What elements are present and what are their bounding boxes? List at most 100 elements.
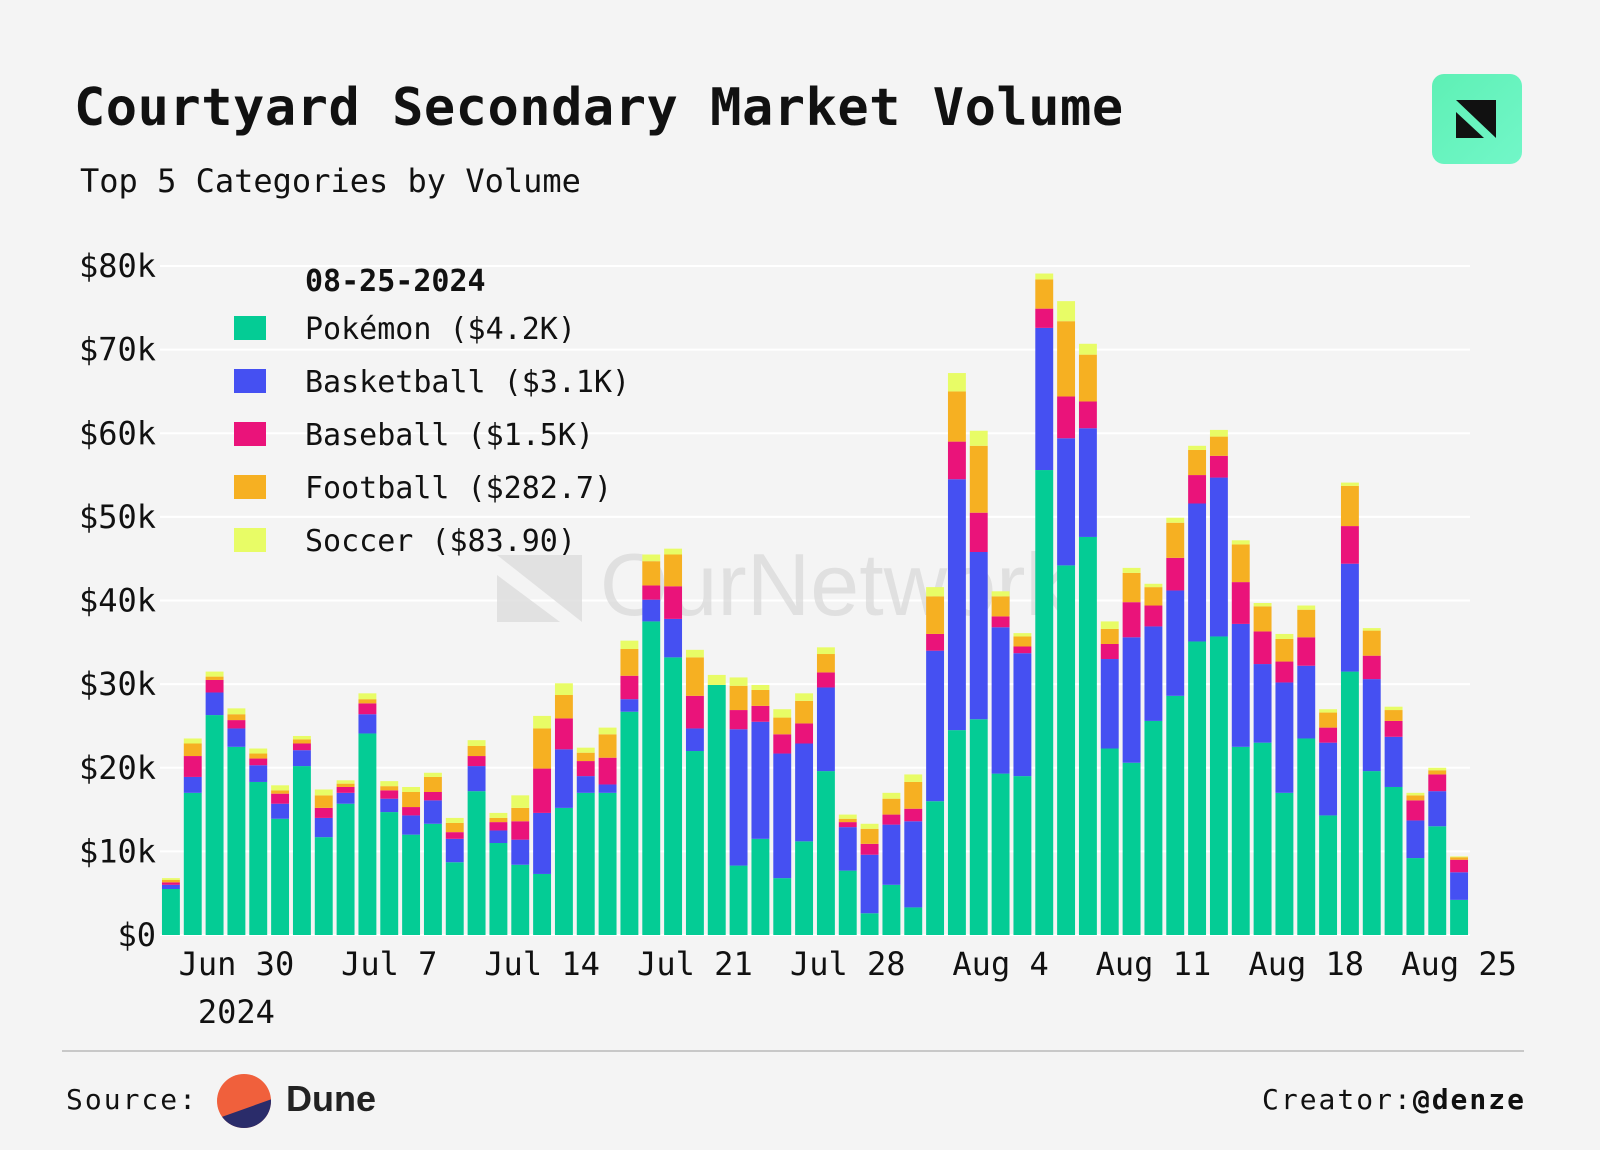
bar-segment-baseball xyxy=(751,705,770,722)
bar-segment-soccer xyxy=(1188,445,1207,450)
bar-segment-soccer xyxy=(1209,429,1228,437)
bar-segment-basketball xyxy=(751,721,770,839)
bar-segment-football xyxy=(1231,544,1250,583)
legend-swatch xyxy=(234,422,266,446)
bar-segment-soccer xyxy=(1450,856,1469,858)
legend-swatch xyxy=(234,316,266,340)
bar-segment-pokmon xyxy=(445,862,464,935)
bar-segment-baseball xyxy=(620,675,639,700)
bar-segment-pokmon xyxy=(816,771,835,935)
y-tick-label: $80k xyxy=(79,247,156,285)
watermark-icon xyxy=(497,555,582,622)
bar-segment-basketball xyxy=(533,812,552,874)
x-tick-label: Jun 30 xyxy=(179,945,295,983)
bar-segment-baseball xyxy=(947,441,966,480)
bar-segment-soccer xyxy=(489,812,508,818)
bar-segment-football xyxy=(1450,857,1469,860)
bar-segment-pokmon xyxy=(729,865,748,935)
bar-segment-soccer xyxy=(1275,633,1294,639)
bar-segment-baseball xyxy=(1057,396,1076,439)
bar-segment-pokmon xyxy=(838,870,857,935)
bar-segment-pokmon xyxy=(271,818,290,935)
bar-segment-football xyxy=(1406,795,1425,801)
bar-segment-pokmon xyxy=(1319,815,1338,935)
bar-segment-football xyxy=(882,798,901,815)
bar-segment-football xyxy=(1078,354,1097,402)
bar-segment-basketball xyxy=(1340,563,1359,672)
bar-segment-baseball xyxy=(1231,582,1250,624)
bar-segment-pokmon xyxy=(336,803,355,935)
bar-segment-basketball xyxy=(1428,791,1447,827)
bar-segment-pokmon xyxy=(183,792,202,935)
bar-segment-basketball xyxy=(314,817,333,838)
bar-segment-soccer xyxy=(227,708,246,715)
bar-segment-baseball xyxy=(598,757,617,785)
x-tick-label: Jul 28 xyxy=(790,945,906,983)
bar-segment-pokmon xyxy=(707,684,726,935)
bar-segment-soccer xyxy=(620,640,639,650)
bar-segment-football xyxy=(904,781,923,809)
bar-segment-basketball xyxy=(620,699,639,712)
bar-segment-baseball xyxy=(1100,643,1119,660)
bar-segment-soccer xyxy=(838,814,857,819)
bar-segment-pokmon xyxy=(205,715,224,935)
bar-segment-baseball xyxy=(860,843,879,855)
bar-segment-basketball xyxy=(685,728,704,752)
x-tick-label: Aug 4 xyxy=(952,945,1048,983)
bar-segment-football xyxy=(467,746,486,757)
bar-segment-football xyxy=(1188,449,1207,476)
legend-entry: Pokémon ($4.2K) xyxy=(305,312,576,347)
bar-segment-basketball xyxy=(1188,503,1207,642)
bar-segment-basketball xyxy=(838,827,857,871)
bar-segment-soccer xyxy=(554,683,573,695)
bar-segment-football xyxy=(554,694,573,719)
bar-segment-football xyxy=(838,818,857,823)
bar-segment-pokmon xyxy=(423,823,442,935)
bar-segment-pokmon xyxy=(1144,720,1163,935)
bar-segment-soccer xyxy=(1013,633,1032,637)
bar-segment-baseball xyxy=(969,512,988,552)
bar-segment-basketball xyxy=(664,618,683,658)
bar-segment-football xyxy=(314,795,333,808)
bar-segment-basketball xyxy=(1384,736,1403,787)
bar-segment-pokmon xyxy=(576,792,595,935)
bar-segment-baseball xyxy=(1209,455,1228,478)
bar-segment-basketball xyxy=(576,776,595,793)
bar-segment-pokmon xyxy=(533,873,552,935)
bar-segment-soccer xyxy=(795,693,814,701)
bar-segment-football xyxy=(249,753,268,759)
bar-segment-basketball xyxy=(1253,664,1272,743)
bar-segment-football xyxy=(533,728,552,769)
y-tick-label: $30k xyxy=(79,665,156,703)
bar-segment-basketball xyxy=(1319,742,1338,816)
bar-segment-soccer xyxy=(773,709,792,718)
bar-segment-football xyxy=(860,828,879,844)
bar-segment-basketball xyxy=(1078,428,1097,537)
bar-segment-soccer xyxy=(751,684,770,690)
bar-segment-baseball xyxy=(1013,646,1032,654)
bar-segment-football xyxy=(1035,279,1054,309)
bar-segment-basketball xyxy=(380,798,399,813)
bar-segment-soccer xyxy=(1057,301,1076,322)
bar-segment-basketball xyxy=(1209,477,1228,637)
x-tick-label: Aug 11 xyxy=(1096,945,1212,983)
bar-segment-baseball xyxy=(882,814,901,825)
y-tick-label: $70k xyxy=(79,331,156,369)
bar-segment-baseball xyxy=(664,586,683,619)
bar-segment-baseball xyxy=(1450,859,1469,873)
bar-segment-basketball xyxy=(1450,872,1469,900)
bar-segment-soccer xyxy=(161,878,180,880)
bar-segment-soccer xyxy=(642,554,661,562)
x-tick-label: Jul 21 xyxy=(637,945,753,983)
bar-segment-basketball xyxy=(642,599,661,622)
bar-segment-pokmon xyxy=(904,907,923,935)
bar-segment-basketball xyxy=(336,792,355,804)
bar-segment-football xyxy=(664,554,683,587)
bar-segment-baseball xyxy=(1188,475,1207,504)
bar-segment-basketball xyxy=(1275,682,1294,793)
bar-segment-basketball xyxy=(511,839,530,865)
bar-segment-baseball xyxy=(1122,602,1141,638)
bar-segment-pokmon xyxy=(467,791,486,935)
bar-segment-pokmon xyxy=(795,841,814,935)
x-tick-label: Aug 18 xyxy=(1248,945,1364,983)
